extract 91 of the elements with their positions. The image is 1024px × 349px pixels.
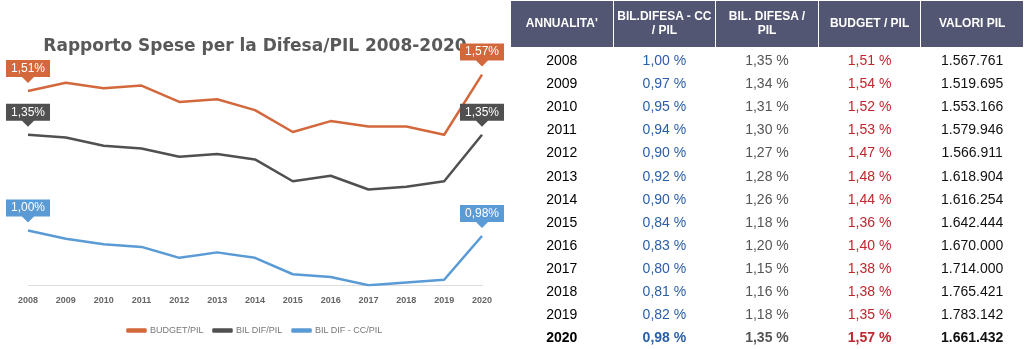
y-tick-label: 2015	[545, 212, 579, 232]
legend-label: BUDGET/PIL	[149, 324, 204, 335]
text: 0,81 %	[642, 283, 687, 300]
text: 1.579.946	[941, 121, 1004, 138]
legend-label: BIL DIF - CC/PIL	[315, 324, 383, 335]
text: 1,38 %	[847, 283, 892, 300]
y-tick-label: 2020	[545, 328, 579, 348]
text: 1,57 %	[847, 329, 892, 346]
text: 1,51 %	[847, 51, 892, 68]
text: 1,52 %	[847, 98, 892, 115]
x-tick-label: 2011	[131, 295, 152, 306]
text: 1.661.432	[941, 329, 1004, 346]
text: 1,54 %	[847, 75, 892, 92]
text: 1,16 %	[745, 283, 789, 300]
text: 0,98 %	[642, 329, 687, 346]
text: 1,35 %	[745, 329, 789, 346]
text: 0,80 %	[642, 260, 687, 277]
text: 1,28 %	[745, 167, 789, 184]
x-tick-label: 2017	[358, 295, 379, 306]
text: 1,38 %	[847, 260, 892, 277]
text: 0,84 %	[642, 213, 687, 230]
text: 1.765.421	[941, 283, 1004, 300]
text: 1,44 %	[847, 190, 892, 207]
y-tick-label: 2016	[545, 235, 579, 255]
text: 1,40 %	[847, 236, 892, 253]
text: 1,34 %	[745, 75, 789, 92]
data-label: 1,35%	[10, 104, 46, 119]
text: 0,90 %	[642, 144, 687, 161]
x-tick-label: BIL.DIFESA - CC / PIL	[613, 0, 716, 48]
x-tick-label: 2015	[282, 295, 303, 306]
x-tick-label: BUDGET / PIL	[818, 0, 921, 48]
text: 1.714.000	[941, 260, 1004, 277]
y-tick-label: 2014	[545, 189, 579, 209]
x-tick-label: 2014	[244, 295, 266, 306]
text: 1,18 %	[745, 213, 789, 230]
text: 1,27 %	[745, 144, 789, 161]
text: 1.567.761	[941, 51, 1004, 68]
text: 1,20 %	[745, 236, 789, 253]
x-tick-label: 2008	[17, 295, 39, 306]
x-tick-label: 2009	[55, 295, 76, 306]
text: 1.553.166	[941, 98, 1004, 115]
y-tick-label: 2011	[545, 120, 578, 140]
text: 1,48 %	[847, 167, 892, 184]
text: 1,36 %	[847, 213, 892, 230]
text: 0,97 %	[642, 75, 687, 92]
text: 1.616.254	[941, 190, 1004, 207]
legend-label: BIL DIF/PIL	[235, 324, 283, 335]
x-tick-label: 2019	[434, 295, 455, 306]
text: 1,18 %	[745, 306, 789, 323]
text: 1.783.142	[941, 306, 1004, 323]
y-tick-label: 2008	[545, 50, 579, 70]
text: 1,35 %	[847, 306, 892, 323]
data-label: 0,98%	[464, 205, 500, 220]
text: 1,15 %	[745, 260, 789, 277]
text: 1.566.911	[941, 144, 1003, 161]
text: 1,26 %	[745, 190, 789, 207]
y-tick-label: 2009	[545, 74, 579, 93]
x-tick-label: BIL. DIFESA / PIL	[715, 0, 819, 48]
chart-title: Rapporto Spese per la Difesa/PIL 2008-2020	[43, 34, 467, 55]
y-axis-title: ANNUALITA'	[510, 0, 614, 48]
text: 0,83 %	[642, 236, 687, 253]
x-tick-label: 2012	[169, 295, 190, 306]
text: 1,00 %	[642, 51, 687, 68]
y-tick-label: 2010	[545, 97, 579, 117]
y-tick-label: 2017	[545, 259, 579, 278]
data-label: 1,35%	[464, 104, 500, 119]
x-tick-label: 2018	[396, 295, 417, 306]
text: 1.519.695	[941, 75, 1004, 92]
text: 1.618.904	[941, 167, 1004, 184]
x-tick-label: 2010	[93, 295, 114, 306]
text: 1,31 %	[745, 98, 789, 115]
text: 1,53 %	[847, 121, 892, 138]
text: 1.670.000	[941, 236, 1004, 253]
data-label: 1,51%	[10, 60, 46, 75]
text: 1.642.444	[941, 213, 1004, 230]
text: 0,82 %	[642, 306, 687, 323]
x-tick-label: 2020	[471, 295, 493, 306]
text: 1,35 %	[745, 51, 789, 68]
x-tick-label: 2013	[207, 295, 228, 306]
text: 0,94 %	[642, 121, 687, 138]
text: 0,90 %	[642, 190, 687, 207]
y-tick-label: 2012	[545, 143, 579, 163]
text: 0,95 %	[642, 98, 687, 115]
text: 0,92 %	[642, 167, 687, 184]
y-tick-label: 2013	[545, 166, 579, 186]
x-tick-label: 2016	[320, 295, 341, 306]
text: 1,30 %	[745, 121, 789, 138]
data-label: 1,00%	[10, 200, 46, 215]
x-tick-label: VALORI PIL	[920, 0, 1024, 48]
text: 1,47 %	[847, 144, 892, 161]
data-label: 1,57%	[464, 44, 500, 59]
